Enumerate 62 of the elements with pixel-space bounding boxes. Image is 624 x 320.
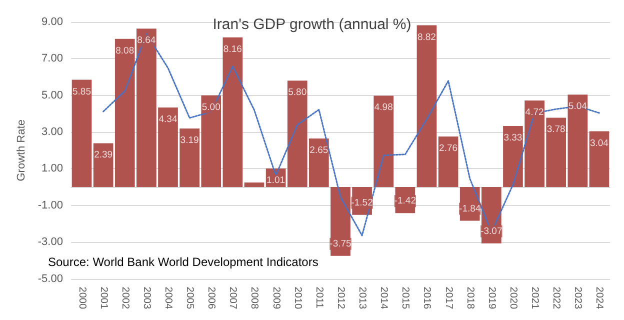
- x-tick-label: 2001: [98, 286, 109, 310]
- x-tick-label: 2018: [464, 286, 476, 310]
- x-tick-label: 2014: [378, 286, 390, 310]
- data-label: 3.04: [590, 138, 608, 149]
- y-tick-label: 1.00: [42, 162, 63, 175]
- y-tick-label: 9.00: [42, 16, 63, 28]
- x-tick-label: 2017: [442, 286, 454, 310]
- data-label: 8.82: [417, 32, 436, 43]
- x-tick-label: 2016: [421, 286, 432, 310]
- data-label: 8.16: [223, 44, 242, 55]
- data-label: 3.19: [180, 135, 199, 146]
- y-tick-label: 3.00: [42, 126, 63, 138]
- data-label: 1.01: [266, 175, 286, 186]
- data-label: -3.75: [330, 238, 352, 250]
- x-tick-label: 2019: [486, 286, 497, 310]
- x-tick-label: 2013: [356, 286, 368, 310]
- data-label: 3.78: [546, 124, 566, 136]
- data-label: 3.33: [504, 132, 522, 144]
- x-tick-label: 2022: [550, 286, 562, 310]
- x-tick-label: 2012: [334, 286, 346, 310]
- x-tick-label: 2006: [206, 286, 217, 310]
- data-label: 2.65: [310, 144, 328, 156]
- bar: [244, 182, 264, 188]
- bar: [416, 25, 437, 188]
- chart-title: Iran's GDP growth (annual %): [212, 16, 412, 33]
- y-tick-label: 5.00: [42, 89, 63, 102]
- data-label: 8.64: [137, 35, 156, 46]
- y-tick-label: -5.00: [38, 272, 63, 285]
- x-tick-label: 2020: [507, 286, 518, 310]
- data-label: 4.98: [374, 102, 393, 114]
- bar: [374, 96, 394, 188]
- data-label: 4.34: [158, 114, 178, 125]
- data-label: 5.00: [202, 102, 220, 113]
- x-tick-label: 2000: [76, 286, 88, 310]
- x-tick-label: 2021: [529, 286, 540, 310]
- x-tick-label: 2007: [227, 286, 238, 310]
- data-label: -1.52: [351, 197, 373, 208]
- x-tick-label: 2023: [572, 286, 584, 310]
- data-label: 2.76: [439, 142, 458, 154]
- x-tick-label: 2009: [270, 286, 282, 310]
- bar: [72, 80, 92, 188]
- y-axis-title: Growth Rate: [16, 120, 28, 182]
- data-label: -1.84: [459, 203, 481, 214]
- x-tick-label: 2008: [248, 286, 260, 310]
- x-tick-label: 2011: [313, 286, 324, 309]
- y-tick-label: -3.00: [38, 236, 63, 248]
- annotation: Source: World Bank World Development Indicators: [48, 255, 318, 269]
- data-label: 5.80: [288, 87, 307, 98]
- bar: [222, 37, 243, 188]
- x-tick-label: 2024: [594, 286, 605, 310]
- x-tick-label: 2010: [292, 286, 303, 310]
- x-tick-label: 2004: [162, 286, 174, 310]
- y-tick-label: 7.00: [42, 52, 63, 65]
- x-tick-label: 2003: [140, 286, 152, 310]
- x-tick-label: 2015: [400, 286, 411, 310]
- data-label: 2.39: [94, 150, 113, 161]
- data-label: 5.85: [72, 86, 92, 98]
- y-tick-label: -1.00: [38, 199, 63, 212]
- data-label: -1.42: [394, 196, 416, 207]
- x-tick-label: 2002: [119, 286, 130, 310]
- x-tick-label: 2005: [184, 286, 196, 310]
- data-label: 8.08: [116, 45, 134, 56]
